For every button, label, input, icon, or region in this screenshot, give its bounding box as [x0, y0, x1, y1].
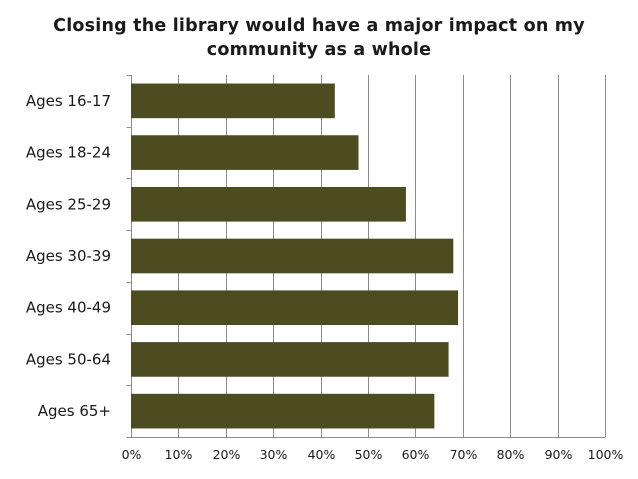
chart-title-line-1: Closing the library would have a major i…	[53, 16, 585, 36]
x-tick-label: 100%	[588, 447, 624, 462]
bar	[131, 186, 406, 222]
category-label: Ages 65+	[38, 402, 111, 420]
x-tick-label: 40%	[308, 447, 336, 462]
x-tick-label: 80%	[497, 447, 525, 462]
bar	[131, 238, 454, 274]
x-tick-label: 60%	[402, 447, 430, 462]
category-label: Ages 25-29	[26, 195, 111, 213]
x-tick-label: 70%	[450, 447, 478, 462]
x-tick-label: 30%	[260, 447, 288, 462]
category-label: Ages 50-64	[26, 350, 111, 368]
category-label: Ages 18-24	[26, 144, 111, 162]
bar	[131, 393, 435, 429]
category-label: Ages 40-49	[26, 299, 111, 317]
x-tick-label: 20%	[213, 447, 241, 462]
bar	[131, 83, 335, 119]
category-label: Ages 30-39	[26, 247, 111, 265]
chart-title-line-2: community as a whole	[206, 40, 432, 60]
x-tick-label: 90%	[545, 447, 573, 462]
category-label: Ages 16-17	[26, 92, 111, 110]
x-tick-label: 0%	[122, 447, 142, 462]
chart-title: Closing the library would have a major i…	[0, 14, 638, 62]
x-tick-label: 50%	[355, 447, 383, 462]
bar	[131, 342, 449, 377]
x-tick-label: 10%	[165, 447, 193, 462]
bar	[131, 290, 459, 326]
bar	[131, 135, 359, 170]
